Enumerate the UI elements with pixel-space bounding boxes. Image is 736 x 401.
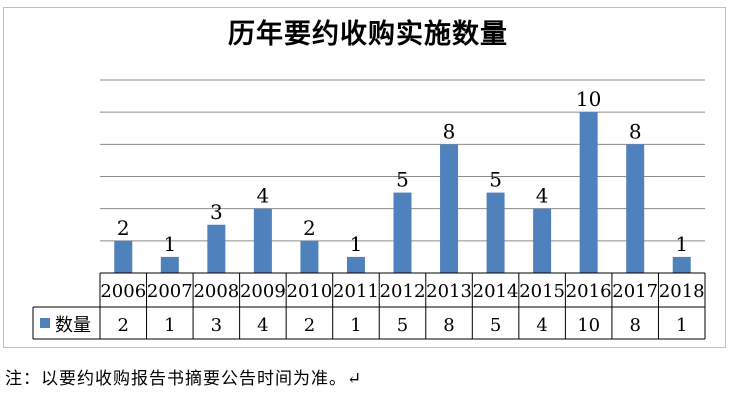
tick-label-2008: 2008 xyxy=(193,281,239,302)
data-label-2013: 8 xyxy=(443,119,456,143)
tick-label-2018: 2018 xyxy=(659,281,705,302)
data-label-2016: 10 xyxy=(576,87,601,111)
bar-2006 xyxy=(114,240,133,273)
bar-2011 xyxy=(346,256,365,273)
table-value-2008: 3 xyxy=(211,315,222,336)
table-value-2011: 1 xyxy=(350,315,361,336)
tick-label-2013: 2013 xyxy=(426,281,472,302)
data-label-2014: 5 xyxy=(489,168,502,192)
table-value-2017: 8 xyxy=(629,315,640,336)
bar-2014 xyxy=(486,192,505,273)
data-label-2011: 1 xyxy=(350,232,363,256)
table-value-2018: 1 xyxy=(676,315,687,336)
tick-label-2017: 2017 xyxy=(612,281,658,302)
table-value-2010: 2 xyxy=(304,315,315,336)
bar-2009 xyxy=(253,208,272,273)
bar-2012 xyxy=(393,192,412,273)
tick-label-2010: 2010 xyxy=(287,281,333,302)
data-label-2015: 4 xyxy=(536,184,549,208)
data-label-2018: 1 xyxy=(675,232,688,256)
legend-label: 数量 xyxy=(55,315,91,336)
table-value-2006: 2 xyxy=(118,315,129,336)
table-value-2012: 5 xyxy=(397,315,408,336)
bar-2008 xyxy=(207,224,226,273)
chart-frame xyxy=(3,7,726,348)
bar-2015 xyxy=(533,208,552,273)
table-value-2016: 10 xyxy=(577,315,600,336)
bar-2016 xyxy=(579,112,598,274)
legend-key xyxy=(40,318,50,328)
bar-2010 xyxy=(300,240,319,273)
tick-label-2011: 2011 xyxy=(333,281,379,302)
table-value-2009: 4 xyxy=(257,315,268,336)
bar-2007 xyxy=(160,256,179,273)
tick-label-2007: 2007 xyxy=(147,281,193,302)
tick-label-2016: 2016 xyxy=(566,281,612,302)
chart-title: 历年要约收购实施数量 xyxy=(228,19,508,50)
tick-label-2006: 2006 xyxy=(100,281,146,302)
bars xyxy=(114,112,691,274)
data-label-2008: 3 xyxy=(210,200,223,224)
tick-label-2012: 2012 xyxy=(380,281,426,302)
table-value-2007: 1 xyxy=(164,315,175,336)
bar-2013 xyxy=(440,144,459,273)
bar-2018 xyxy=(672,256,691,273)
data-label-2006: 2 xyxy=(117,216,130,240)
data-label-2012: 5 xyxy=(396,168,409,192)
data-label-2010: 2 xyxy=(303,216,316,240)
tick-label-2015: 2015 xyxy=(519,281,565,302)
table-value-2015: 4 xyxy=(536,315,547,336)
data-label-2007: 1 xyxy=(163,232,176,256)
tick-label-2009: 2009 xyxy=(240,281,286,302)
gridlines xyxy=(100,79,705,242)
table-value-2013: 8 xyxy=(443,315,454,336)
data-table: 2006 2 2007 1 2008 3 2009 4 2010 2 2011 1 2012 5 2013 8… xyxy=(32,272,706,340)
data-label-2017: 8 xyxy=(629,119,642,143)
footnote: 注：以要约收购报告书摘要公告时间为准。↵ xyxy=(5,369,363,389)
data-labels: 2 1 3 4 2 1 5 8 5 4 10 8 1 xyxy=(117,87,688,256)
tick-label-2014: 2014 xyxy=(473,281,519,302)
bar-2017 xyxy=(626,144,645,273)
data-label-2009: 4 xyxy=(257,184,270,208)
table-value-2014: 5 xyxy=(490,315,501,336)
